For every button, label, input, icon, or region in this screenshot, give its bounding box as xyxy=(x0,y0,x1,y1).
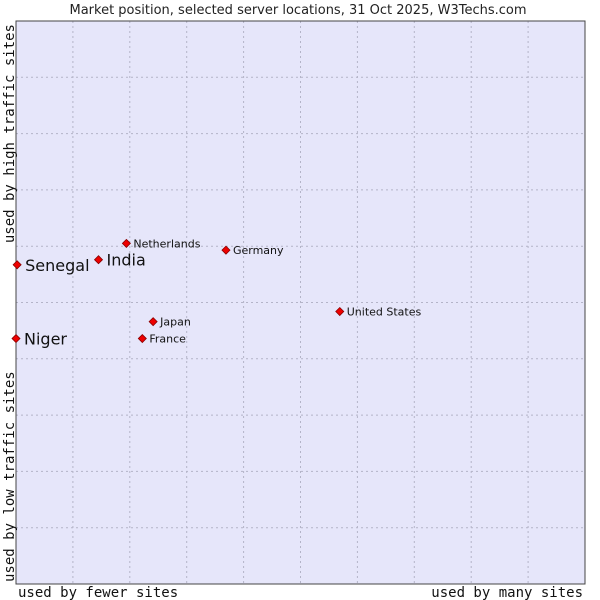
point-japan: Japan xyxy=(148,316,191,329)
point-label-united-states: United States xyxy=(347,306,422,319)
point-united-states: United States xyxy=(335,306,422,319)
x-axis-label-right: used by many sites xyxy=(431,585,583,600)
point-label-netherlands: Netherlands xyxy=(133,237,200,250)
point-netherlands: Netherlands xyxy=(121,237,201,250)
point-niger: Niger xyxy=(11,330,67,349)
y-axis-label-bottom: used by low traffic sites xyxy=(2,371,18,582)
point-marker-netherlands xyxy=(121,238,131,248)
point-marker-india xyxy=(93,255,104,265)
point-label-japan: Japan xyxy=(159,316,191,329)
point-india: India xyxy=(93,251,146,270)
plot-area xyxy=(15,20,586,585)
point-marker-senegal xyxy=(12,260,22,270)
point-marker-united-states xyxy=(335,306,345,317)
point-germany: Germany xyxy=(221,244,284,257)
chart-title: Market position, selected server locatio… xyxy=(69,3,526,18)
point-label-niger: Niger xyxy=(24,330,67,349)
x-axis-label-left: used by fewer sites xyxy=(18,585,178,600)
point-label-india: India xyxy=(107,251,146,270)
point-marker-japan xyxy=(148,317,158,327)
point-france: France xyxy=(137,333,186,346)
point-senegal: Senegal xyxy=(12,256,90,275)
point-marker-france xyxy=(137,333,147,344)
y-axis-label-top: used by high traffic sites xyxy=(2,24,18,243)
plot-border xyxy=(15,20,586,585)
point-label-france: France xyxy=(149,333,186,346)
points-layer: Netherlands Germany India Senegal United Sta… xyxy=(11,237,422,349)
point-marker-germany xyxy=(221,245,231,255)
point-label-germany: Germany xyxy=(233,244,284,257)
point-label-senegal: Senegal xyxy=(25,256,89,275)
point-marker-niger xyxy=(11,333,21,344)
